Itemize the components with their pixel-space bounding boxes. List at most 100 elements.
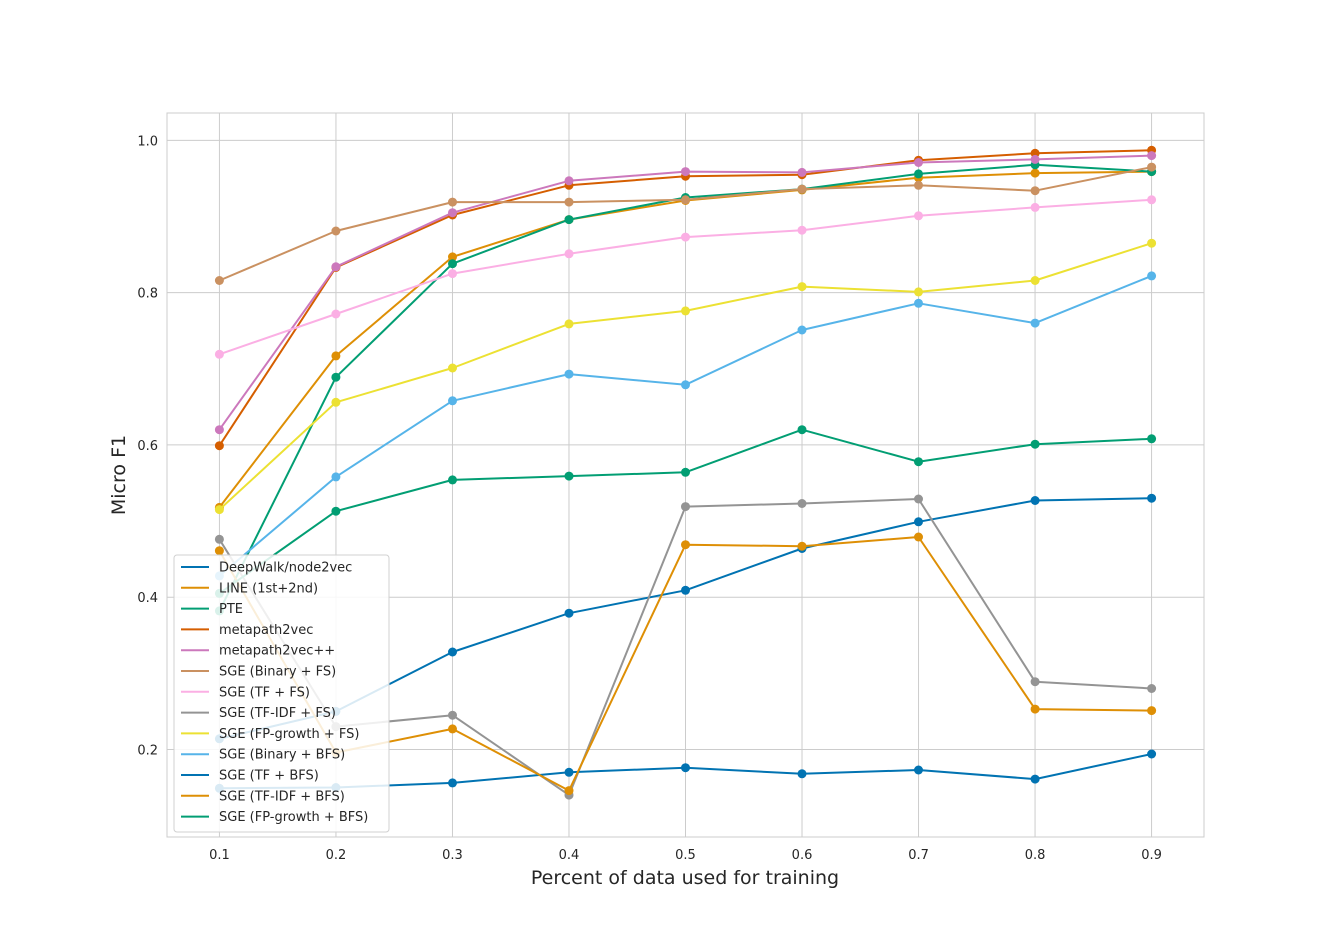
data-point [331, 372, 341, 382]
data-point [914, 517, 923, 527]
data-point [1030, 276, 1040, 285]
data-point [1030, 318, 1040, 328]
legend-item: SGE (Binary + FS) [181, 665, 336, 680]
data-point [331, 226, 341, 236]
legend-label: SGE (Binary + FS) [219, 665, 336, 680]
data-point [797, 325, 807, 335]
data-point [448, 269, 457, 279]
x-axis-ticks: 0.1 0.2 0.3 0.4 0.5 0.6 0.7 0.8 0.9 [209, 848, 1162, 863]
legend-item: metapath2vec [181, 623, 313, 638]
legend: DeepWalk/node2vec LINE (1st+2nd) PTE metapa… [173, 554, 390, 833]
x-tick-label: 0.9 [1141, 848, 1162, 863]
data-point [564, 471, 574, 481]
y-tick-label: 0.2 [137, 743, 158, 758]
legend-item: SGE (FP-growth + FS) [181, 727, 359, 742]
data-point [1147, 706, 1157, 716]
legend-item: LINE (1st+2nd) [181, 581, 318, 596]
data-point [681, 540, 690, 550]
data-point [331, 397, 341, 407]
data-point [914, 298, 923, 308]
x-tick-label: 0.5 [675, 848, 696, 863]
data-point [448, 363, 457, 373]
data-point [331, 351, 341, 361]
series-12 [214, 425, 1157, 598]
data-point [914, 287, 923, 297]
data-point [1147, 749, 1157, 759]
x-tick-label: 0.3 [442, 848, 463, 863]
data-point [1147, 493, 1157, 503]
x-tick-label: 0.8 [1025, 848, 1046, 863]
data-point [1030, 496, 1040, 505]
data-point [797, 499, 807, 508]
data-point [914, 211, 923, 221]
x-axis-label: Percent of data used for training [531, 867, 839, 889]
data-point [564, 215, 574, 225]
x-tick-label: 0.4 [559, 848, 580, 863]
legend-item: SGE (TF + FS) [181, 685, 310, 700]
data-point [448, 197, 457, 207]
x-tick-label: 0.6 [792, 848, 813, 863]
data-point [914, 180, 923, 190]
data-point [564, 319, 574, 329]
data-point [1147, 195, 1157, 205]
data-point [1030, 202, 1040, 212]
legend-item: SGE (TF + BFS) [181, 769, 319, 784]
data-point [797, 184, 807, 194]
legend-label: DeepWalk/node2vec [219, 561, 352, 576]
legend-item: SGE (FP-growth + BFS) [181, 810, 368, 825]
data-point [1147, 151, 1157, 161]
data-point [797, 425, 807, 435]
y-axis-label: Micro F1 [108, 435, 130, 515]
series-6 [214, 195, 1157, 359]
data-point [564, 249, 574, 259]
data-point [681, 306, 690, 316]
data-point [914, 494, 923, 504]
data-point [214, 349, 224, 359]
legend-label: SGE (TF + FS) [219, 685, 310, 700]
data-point [448, 778, 457, 788]
data-point [1030, 774, 1040, 784]
data-point [797, 282, 807, 292]
series-5 [214, 162, 1157, 285]
legend-item: DeepWalk/node2vec [181, 561, 352, 576]
data-point [1030, 168, 1040, 178]
data-point [1147, 271, 1157, 281]
legend-item: SGE (TF-IDF + FS) [181, 706, 336, 721]
legend-label: SGE (FP-growth + FS) [219, 727, 359, 742]
data-point [681, 167, 690, 177]
y-tick-label: 0.4 [137, 591, 158, 606]
series-4 [214, 151, 1157, 435]
data-point [681, 467, 690, 477]
data-point [914, 169, 923, 179]
data-point [914, 158, 923, 167]
data-point [1030, 154, 1040, 164]
legend-label: PTE [219, 602, 243, 617]
y-tick-label: 0.6 [137, 439, 158, 454]
data-point [214, 546, 224, 556]
data-point [448, 710, 457, 720]
data-point [214, 425, 224, 435]
legend-item: PTE [181, 602, 243, 617]
data-point [564, 369, 574, 379]
data-point [564, 767, 574, 777]
data-point [797, 769, 807, 779]
data-point [214, 505, 224, 515]
data-point [448, 724, 457, 734]
data-point [797, 541, 807, 551]
data-point [564, 608, 574, 618]
data-point [1147, 434, 1157, 444]
data-point [1147, 684, 1157, 693]
data-point [448, 396, 457, 406]
legend-item: SGE (TF-IDF + BFS) [181, 789, 345, 804]
data-point [331, 506, 341, 516]
series-layer [214, 145, 1157, 800]
data-point [331, 309, 341, 319]
data-point [1030, 704, 1040, 714]
data-point [797, 225, 807, 235]
data-point [914, 765, 923, 775]
data-point [1030, 439, 1040, 449]
data-point [681, 232, 690, 242]
x-tick-label: 0.1 [209, 848, 230, 863]
data-point [1147, 162, 1157, 172]
y-tick-label: 1.0 [137, 134, 158, 149]
